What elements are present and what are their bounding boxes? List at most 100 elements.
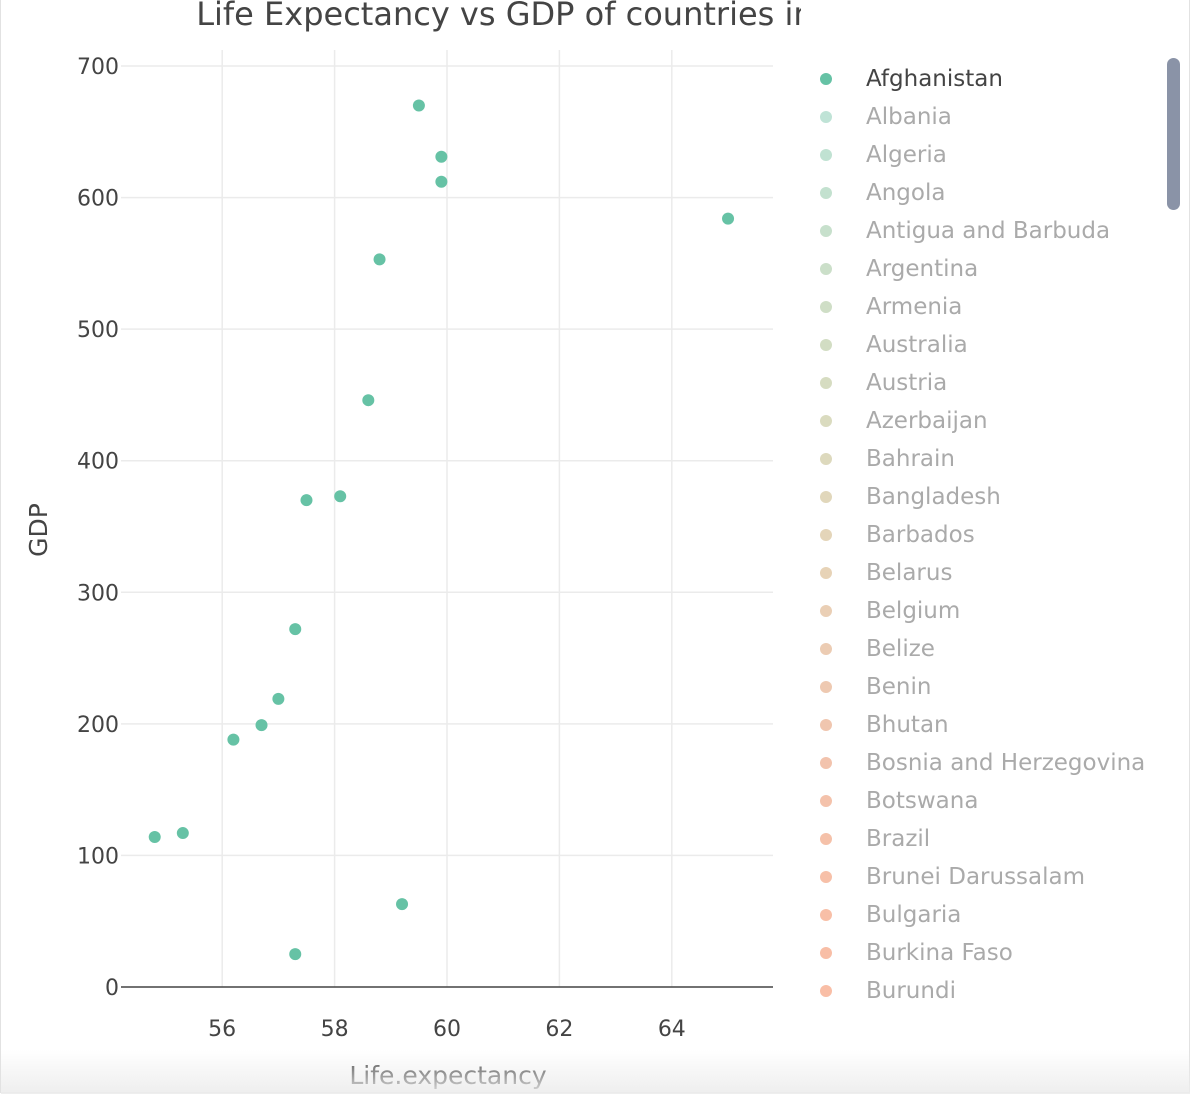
legend-label: Angola — [866, 180, 946, 206]
legend-marker — [820, 225, 832, 237]
legend-item[interactable]: Brunei Darussalam — [813, 858, 1163, 896]
data-point[interactable] — [272, 692, 285, 705]
legend-marker — [820, 833, 832, 845]
legend-marker — [820, 757, 832, 769]
legend-label: Algeria — [866, 142, 947, 168]
legend-marker — [820, 73, 832, 85]
legend-marker — [820, 453, 832, 465]
x-tick-label: 58 — [321, 1017, 349, 1042]
x-tick-label: 56 — [208, 1017, 236, 1042]
legend-label: Antigua and Barbuda — [866, 218, 1111, 244]
y-tick-label: 200 — [77, 713, 119, 738]
chart-title: Life Expectancy vs GDP of countries in e… — [196, 0, 801, 33]
y-tick-label: 0 — [105, 976, 119, 1001]
legend-item[interactable]: Burkina Faso — [813, 934, 1163, 972]
data-point[interactable] — [300, 494, 313, 507]
legend-item[interactable]: Australia — [813, 326, 1163, 364]
scatter-plot: Life Expectancy vs GDP of countries in e… — [1, 0, 997, 1098]
data-point[interactable] — [289, 948, 302, 961]
legend-item[interactable]: Belize — [813, 630, 1163, 668]
legend-label: Burkina Faso — [866, 940, 1013, 966]
y-tick-label: 500 — [77, 318, 119, 343]
legend-item[interactable]: Armenia — [813, 288, 1163, 326]
legend-marker — [820, 187, 832, 199]
legend-label: Belgium — [866, 598, 961, 624]
data-point[interactable] — [435, 150, 448, 163]
legend-label: Bangladesh — [866, 484, 1001, 510]
legend-item[interactable]: Botswana — [813, 782, 1163, 820]
y-tick-label: 700 — [77, 55, 119, 80]
legend-label: Argentina — [866, 256, 979, 282]
y-tick-label: 600 — [77, 187, 119, 212]
legend-label: Belize — [866, 636, 935, 662]
legend-label: Albania — [866, 104, 952, 130]
legend-marker — [820, 681, 832, 693]
legend-label: Azerbaijan — [866, 408, 988, 434]
data-point[interactable] — [289, 623, 302, 636]
legend-label: Bhutan — [866, 712, 949, 738]
legend-item[interactable]: Antigua and Barbuda — [813, 212, 1163, 250]
legend-marker — [820, 377, 832, 389]
legend-item[interactable]: Burundi — [813, 972, 1163, 1010]
data-point[interactable] — [227, 733, 240, 746]
data-point[interactable] — [722, 212, 735, 225]
data-point[interactable] — [148, 831, 161, 844]
legend-scrollbar[interactable] — [1167, 58, 1180, 210]
data-point[interactable] — [255, 719, 268, 732]
legend-item[interactable]: Angola — [813, 174, 1163, 212]
legend-marker — [820, 111, 832, 123]
legend[interactable]: Afghanistan Albania Algeria Angola Antigua a… — [813, 60, 1173, 1020]
data-point[interactable] — [435, 175, 448, 188]
data-point[interactable] — [362, 394, 375, 407]
legend-item[interactable]: Bhutan — [813, 706, 1163, 744]
legend-marker — [820, 529, 832, 541]
y-axis-label: GDP — [24, 503, 53, 557]
y-axis-ticks: 0 100 200 300 400 500 600 700 — [77, 55, 119, 1001]
legend-label: Botswana — [866, 788, 979, 814]
legend-item[interactable]: Albania — [813, 98, 1163, 136]
data-point[interactable] — [373, 253, 386, 266]
legend-item[interactable]: Bulgaria — [813, 896, 1163, 934]
legend-marker — [820, 795, 832, 807]
y-tick-label: 100 — [77, 844, 119, 869]
legend-label: Burundi — [866, 978, 956, 1004]
legend-item[interactable]: Belgium — [813, 592, 1163, 630]
y-tick-label: 400 — [77, 450, 119, 475]
legend-item[interactable]: Benin — [813, 668, 1163, 706]
x-tick-label: 60 — [433, 1017, 461, 1042]
legend-marker — [820, 947, 832, 959]
legend-marker — [820, 605, 832, 617]
legend-item[interactable]: Bahrain — [813, 440, 1163, 478]
data-point[interactable] — [176, 827, 189, 840]
legend-item[interactable]: Argentina — [813, 250, 1163, 288]
legend-marker — [820, 909, 832, 921]
data-point[interactable] — [396, 898, 409, 911]
chart-svg: Life Expectancy vs GDP of countries in e… — [24, 0, 997, 1090]
legend-marker — [820, 985, 832, 997]
legend-marker — [820, 871, 832, 883]
legend-marker — [820, 491, 832, 503]
x-axis-label: Life.expectancy — [349, 1061, 546, 1090]
legend-item[interactable]: Barbados — [813, 516, 1163, 554]
legend-item[interactable]: Afghanistan — [813, 60, 1163, 98]
legend-marker — [820, 415, 832, 427]
legend-label: Afghanistan — [866, 66, 1003, 92]
data-point[interactable] — [334, 490, 347, 503]
legend-item[interactable]: Bangladesh — [813, 478, 1163, 516]
x-tick-label: 64 — [658, 1017, 686, 1042]
data-point[interactable] — [412, 99, 425, 112]
legend-label: Barbados — [866, 522, 975, 548]
legend-item[interactable]: Algeria — [813, 136, 1163, 174]
legend-marker — [820, 719, 832, 731]
legend-item[interactable]: Bosnia and Herzegovina — [813, 744, 1163, 782]
legend-marker — [820, 643, 832, 655]
legend-label: Brazil — [866, 826, 931, 852]
legend-item[interactable]: Austria — [813, 364, 1163, 402]
legend-item[interactable]: Brazil — [813, 820, 1163, 858]
legend-item[interactable]: Azerbaijan — [813, 402, 1163, 440]
legend-label: Austria — [866, 370, 948, 396]
legend-label: Australia — [866, 332, 968, 358]
legend-label: Armenia — [866, 294, 963, 320]
legend-item[interactable]: Belarus — [813, 554, 1163, 592]
